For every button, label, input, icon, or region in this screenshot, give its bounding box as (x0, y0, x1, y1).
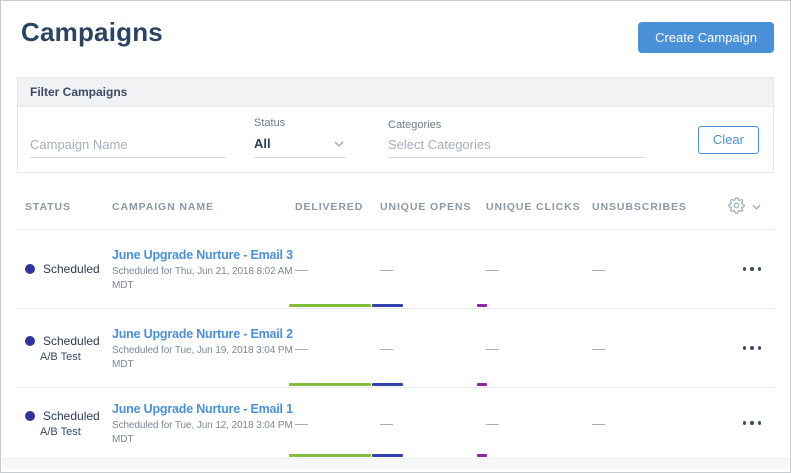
unique-clicks-value: — (486, 261, 499, 277)
filter-body: Status All Categories Select Categories … (18, 107, 773, 172)
gear-icon (728, 197, 745, 217)
unique-clicks-bar (477, 454, 487, 457)
column-header-delivered[interactable]: Delivered (295, 201, 364, 213)
status-cell: Scheduled A/B Test (25, 409, 112, 438)
status-cell: Scheduled (25, 262, 112, 276)
status-label: Status (254, 117, 286, 129)
filter-panel-title: Filter Campaigns (18, 78, 773, 107)
unique-opens-value: — (380, 261, 393, 277)
unique-clicks-bar (477, 304, 487, 307)
delivered-value: — (295, 340, 308, 356)
campaign-schedule: Scheduled for Tue, Jun 12, 2018 3:04 PM (112, 419, 293, 431)
filter-panel: Filter Campaigns Status All Categories S… (17, 77, 774, 173)
campaign-name-cell: June Upgrade Nurture - Email 3 Scheduled… (112, 248, 295, 291)
column-header-unsubscribes[interactable]: Unsubscribes (592, 201, 687, 213)
campaign-timezone: MDT (112, 433, 134, 445)
status-text: Scheduled (43, 408, 100, 423)
table-header-row: Status Campaign Name Delivered Unique Op… (16, 197, 775, 229)
column-header-status[interactable]: Status (25, 201, 71, 213)
campaign-timezone: MDT (112, 279, 134, 291)
page-header: Campaigns Create Campaign (1, 1, 790, 59)
row-actions-button[interactable] (742, 417, 761, 429)
campaign-schedule: Scheduled for Thu, Jun 21, 2018 8:02 AM (112, 265, 293, 277)
delivered-bar (289, 304, 371, 307)
table-footer-strip (2, 458, 789, 469)
unique-opens-bar (372, 383, 403, 386)
row-actions-cell (698, 263, 775, 275)
campaign-name-cell: June Upgrade Nurture - Email 1 Scheduled… (112, 402, 295, 445)
unsubscribes-value: — (592, 415, 605, 431)
unique-clicks-value: — (486, 340, 499, 356)
campaign-link[interactable]: June Upgrade Nurture - Email 3 (112, 247, 293, 262)
campaign-link[interactable]: June Upgrade Nurture - Email 1 (112, 401, 293, 416)
row-actions-button[interactable] (742, 263, 761, 275)
column-header-unique-opens[interactable]: Unique Opens (380, 201, 472, 213)
campaign-timezone: MDT (112, 358, 134, 370)
status-dot-icon (25, 410, 35, 421)
unique-opens-value: — (380, 415, 393, 431)
unique-opens-value: — (380, 340, 393, 356)
unique-clicks-bar (477, 383, 487, 386)
status-dot-icon (25, 335, 35, 346)
row-actions-cell (698, 417, 775, 429)
delivered-bar (289, 454, 371, 457)
status-selected-value: All (254, 135, 271, 151)
status-subtext: A/B Test (40, 350, 81, 363)
row-metric-bars (16, 383, 775, 387)
categories-select[interactable]: Select Categories (388, 134, 646, 158)
categories-filter: Categories Select Categories (388, 119, 646, 158)
column-header-unique-clicks[interactable]: Unique Clicks (486, 201, 581, 213)
row-actions-cell (698, 342, 775, 354)
table-row: Scheduled A/B Test June Upgrade Nurture … (16, 308, 775, 387)
categories-label: Categories (388, 119, 442, 131)
campaigns-table: Status Campaign Name Delivered Unique Op… (16, 197, 775, 458)
column-settings-button[interactable] (698, 197, 775, 217)
campaign-name-field-wrap (30, 134, 226, 158)
row-metric-bars (16, 304, 775, 308)
table-row: Scheduled A/B Test June Upgrade Nurture … (16, 387, 775, 458)
create-campaign-button[interactable]: Create Campaign (638, 22, 774, 53)
delivered-value: — (295, 415, 308, 431)
chevron-down-icon (752, 201, 761, 213)
status-text: Scheduled (43, 333, 100, 348)
row-metric-bars (16, 454, 775, 458)
unsubscribes-value: — (592, 261, 605, 277)
status-select[interactable]: All (254, 132, 346, 158)
chevron-down-icon (334, 134, 344, 152)
row-actions-button[interactable] (742, 342, 761, 354)
campaign-link[interactable]: June Upgrade Nurture - Email 2 (112, 326, 293, 341)
campaign-name-input[interactable] (30, 134, 226, 158)
delivered-bar (289, 383, 371, 386)
delivered-value: — (295, 261, 308, 277)
campaign-name-cell: June Upgrade Nurture - Email 2 Scheduled… (112, 327, 295, 370)
status-dot-icon (25, 264, 35, 274)
page-title: Campaigns (21, 17, 163, 47)
status-text: Scheduled (43, 262, 100, 276)
column-header-campaign-name[interactable]: Campaign Name (112, 201, 214, 213)
unsubscribes-value: — (592, 340, 605, 356)
unique-clicks-value: — (486, 415, 499, 431)
clear-filters-button[interactable]: Clear (697, 125, 759, 154)
status-filter: Status All (254, 117, 346, 158)
unique-opens-bar (372, 454, 403, 457)
unique-opens-bar (372, 304, 403, 307)
campaign-schedule: Scheduled for Tue, Jun 19, 2018 3:04 PM (112, 344, 293, 356)
status-subtext: A/B Test (40, 425, 81, 438)
table-row: Scheduled June Upgrade Nurture - Email 3… (16, 229, 775, 308)
status-cell: Scheduled A/B Test (25, 334, 112, 363)
